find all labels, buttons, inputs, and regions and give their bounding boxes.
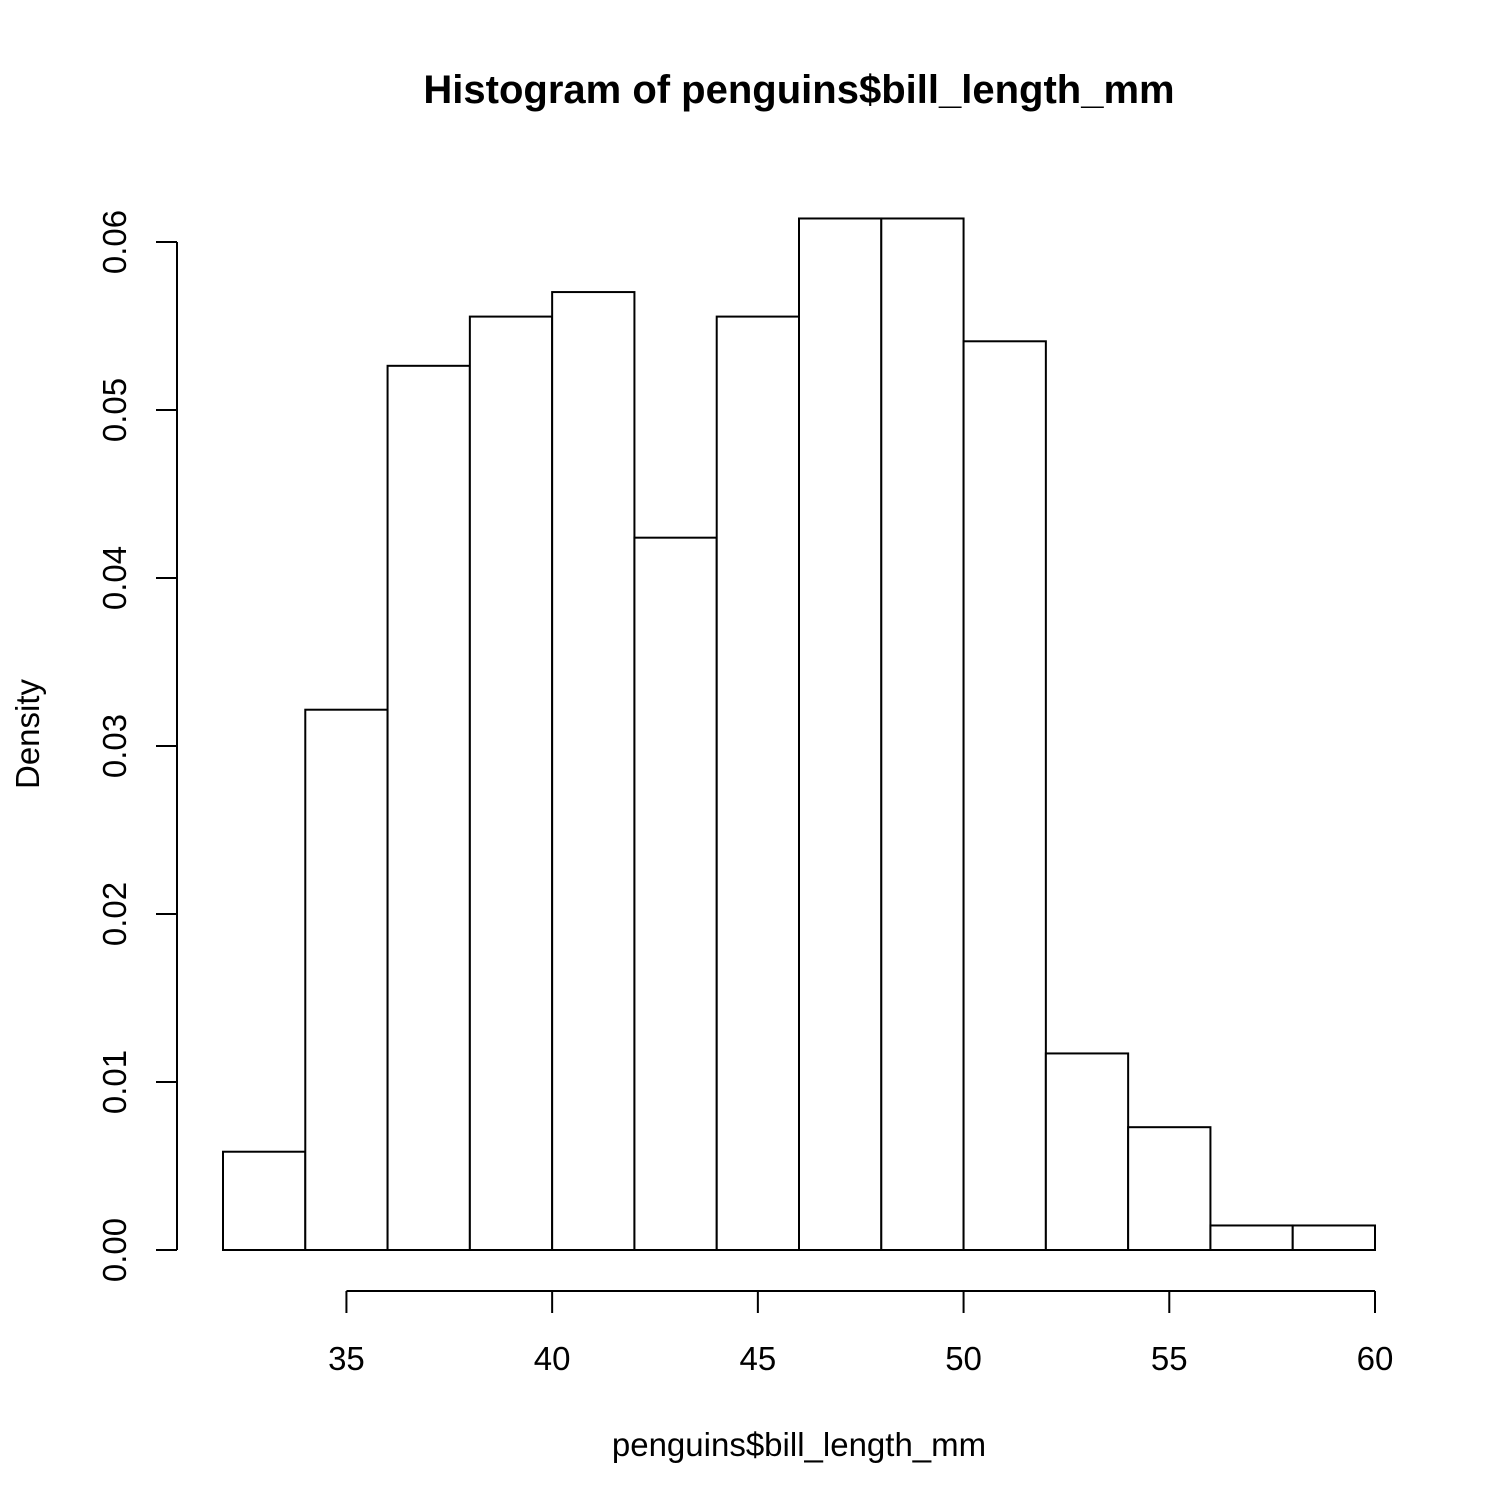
y-tick-label: 0.06: [96, 210, 133, 274]
histogram-bar-3: [386, 364, 471, 1252]
y-tick-label: 0.04: [96, 546, 133, 610]
bars-group: [222, 217, 1376, 1252]
y-axis-label: Density: [9, 678, 46, 789]
histogram-bar-10: [962, 340, 1047, 1251]
histogram-bar-8: [798, 217, 883, 1252]
histogram-bar-1: [222, 1150, 307, 1251]
histogram-bar-6: [633, 536, 718, 1251]
histogram-bar-4: [468, 315, 554, 1252]
x-tick-label: 50: [945, 1340, 982, 1377]
x-tick-label: 45: [739, 1340, 776, 1377]
histogram-bar-7: [715, 315, 801, 1252]
histogram-bar-2: [304, 708, 389, 1251]
y-tick-label: 0.02: [96, 882, 133, 946]
histogram-bar-13: [1209, 1224, 1294, 1252]
x-tick-label: 40: [534, 1340, 571, 1377]
histogram-bar-12: [1127, 1126, 1212, 1252]
y-tick-label: 0.01: [96, 1050, 133, 1114]
y-tick-label: 0.03: [96, 714, 133, 778]
histogram-bar-14: [1291, 1224, 1376, 1252]
x-axis-label: penguins$bill_length_mm: [612, 1426, 986, 1463]
x-tick-label: 60: [1357, 1340, 1394, 1377]
y-axis: 0.00 0.01 0.02 0.03 0.04 0.05 0.06: [96, 210, 178, 1282]
x-tick-label: 35: [328, 1340, 365, 1377]
histogram-bar-11: [1044, 1052, 1130, 1251]
histogram-bar-5: [551, 291, 636, 1251]
y-tick-label: 0.00: [96, 1218, 133, 1282]
histogram-bar-9: [880, 217, 965, 1252]
y-tick-label: 0.05: [96, 378, 133, 442]
x-axis: 35 40 45 50 55 60: [328, 1290, 1394, 1377]
chart-title: Histogram of penguins$bill_length_mm: [423, 68, 1174, 112]
x-tick-label: 55: [1151, 1340, 1188, 1377]
